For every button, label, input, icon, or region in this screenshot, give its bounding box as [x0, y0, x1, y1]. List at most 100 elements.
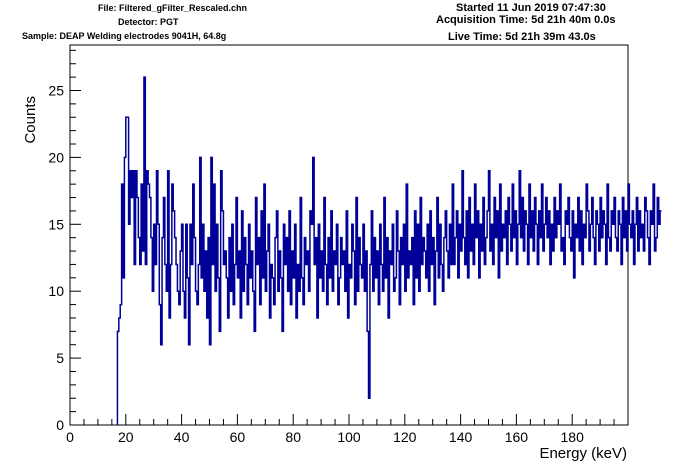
- histogram-bin: [509, 224, 510, 425]
- histogram-bin: [148, 184, 149, 425]
- histogram-bin: [495, 238, 496, 425]
- histogram-bin: [533, 251, 534, 425]
- histogram-bin: [479, 278, 480, 425]
- histogram-bin: [196, 291, 197, 425]
- histogram-bin: [285, 264, 286, 425]
- header-detector: Detector: PGT: [118, 17, 179, 27]
- x-tick-label: 20: [118, 429, 134, 445]
- histogram-bin: [603, 211, 604, 425]
- histogram-bin: [540, 238, 541, 425]
- histogram-bin: [504, 238, 505, 425]
- histogram-bin: [123, 278, 124, 425]
- histogram-bin: [646, 211, 647, 425]
- histogram-bin: [567, 224, 568, 425]
- x-tick-label: 0: [66, 429, 74, 445]
- histogram-bin: [434, 305, 435, 425]
- histogram-bin: [555, 238, 556, 425]
- histogram-bin: [629, 224, 630, 425]
- histogram-bin: [523, 251, 524, 425]
- histogram-bin: [521, 238, 522, 425]
- histogram-bin: [223, 264, 224, 425]
- histogram-bin: [561, 251, 562, 425]
- histogram-bin: [138, 238, 139, 425]
- histogram-bin: [571, 251, 572, 425]
- histogram-bin: [631, 238, 632, 425]
- histogram-bin: [490, 251, 491, 425]
- histogram-bin: [514, 238, 515, 425]
- histogram-bin: [593, 238, 594, 425]
- histogram-bin: [558, 224, 559, 425]
- histogram-bin: [288, 291, 289, 425]
- histogram-bin: [243, 291, 244, 425]
- y-axis-label: Counts: [22, 96, 39, 144]
- histogram-bin: [615, 238, 616, 425]
- histogram-bin: [419, 291, 420, 425]
- histogram-bin: [597, 224, 598, 425]
- histogram-bin: [369, 398, 370, 425]
- histogram-bin: [129, 224, 130, 425]
- histogram-bin: [442, 291, 443, 425]
- histogram-bin: [189, 345, 190, 425]
- histogram-bin: [569, 238, 570, 425]
- histogram-bin: [463, 238, 464, 425]
- y-tick-label: 20: [48, 149, 64, 165]
- histogram-bin: [547, 238, 548, 425]
- histogram-bin: [610, 251, 611, 425]
- histogram-bin: [394, 291, 395, 425]
- histogram-bin: [574, 278, 575, 425]
- histogram-bin: [207, 318, 208, 425]
- header-file: File: Filtered_gFilter_Rescaled.chn: [98, 3, 248, 13]
- histogram-bin: [431, 264, 432, 425]
- histogram-bin: [376, 278, 377, 425]
- histogram-bin: [590, 224, 591, 425]
- histogram-bin: [385, 278, 386, 425]
- histogram-bin: [201, 278, 202, 425]
- histogram-bin: [461, 251, 462, 425]
- histogram-bin: [502, 224, 503, 425]
- x-tick-label: 180: [561, 429, 585, 445]
- histogram-bin: [426, 278, 427, 425]
- histogram-bin: [360, 264, 361, 425]
- histogram-bin: [617, 251, 618, 425]
- histogram-bin: [126, 117, 127, 425]
- histogram-bin: [649, 264, 650, 425]
- histogram-bin: [659, 224, 660, 425]
- histogram-bin: [413, 305, 414, 425]
- histogram-bin: [152, 291, 153, 425]
- histogram-bin: [641, 238, 642, 425]
- histogram-bin: [648, 238, 649, 425]
- axis-ticks: 0 20 40 60 80 100 120 140 160 180 0 5 10 15 20 25: [48, 49, 629, 445]
- histogram-bin: [448, 278, 449, 425]
- histogram-bin: [613, 224, 614, 425]
- histogram-bin: [438, 278, 439, 425]
- histogram-bin: [470, 251, 471, 425]
- histogram-bin: [652, 224, 653, 425]
- y-tick-label: 5: [56, 350, 64, 366]
- histogram-bin: [342, 264, 343, 425]
- x-tick-label: 40: [174, 429, 190, 445]
- histogram-bin: [332, 291, 333, 425]
- histogram-bin: [296, 318, 297, 425]
- histogram-bin: [416, 278, 417, 425]
- histogram-bin: [405, 291, 406, 425]
- histogram-bin: [263, 278, 264, 425]
- histogram-bin: [599, 251, 600, 425]
- spectrum-line: [116, 76, 662, 425]
- histogram-bin: [585, 238, 586, 425]
- histogram-bin: [595, 264, 596, 425]
- header-acquisition: Acquisition Time: 5d 21h 40m 0.0s: [436, 14, 616, 26]
- histogram-bin: [408, 278, 409, 425]
- histogram-bin: [247, 305, 248, 425]
- histogram-bin: [624, 238, 625, 425]
- histogram-bin: [601, 238, 602, 425]
- histogram-bin: [119, 318, 120, 425]
- histogram-bin: [562, 238, 563, 425]
- histogram-bin: [543, 251, 544, 425]
- histogram-bin: [355, 305, 356, 425]
- histogram-bin: [487, 211, 488, 425]
- histogram-bin: [382, 291, 383, 425]
- histogram-bin: [511, 251, 512, 425]
- x-tick-label: 120: [393, 429, 417, 445]
